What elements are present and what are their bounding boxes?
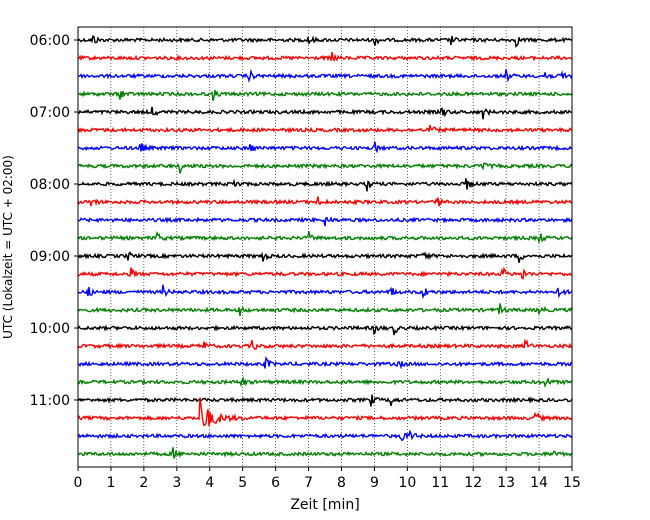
y-axis-label: UTC (Lokalzeit = UTC + 02:00) bbox=[1, 155, 15, 339]
x-tick-label-3: 3 bbox=[172, 475, 181, 491]
trace-1000 bbox=[77, 324, 573, 336]
x-tick-label-1: 1 bbox=[106, 475, 115, 491]
trace-0830 bbox=[77, 216, 573, 227]
trace-0745 bbox=[77, 162, 573, 174]
trace-0800 bbox=[77, 178, 573, 192]
trace-0845 bbox=[77, 230, 573, 245]
y-tick-label-3: 09:00 bbox=[30, 249, 70, 265]
y-axis-ticks: 06:00 07:00 08:00 09:00 10:00 11:00 bbox=[30, 33, 78, 409]
x-tick-label-8: 8 bbox=[337, 475, 346, 491]
trace-1015 bbox=[77, 338, 573, 351]
y-tick-label-2: 08:00 bbox=[30, 177, 70, 193]
trace-0615 bbox=[77, 51, 573, 62]
trace-1045 bbox=[77, 376, 573, 389]
trace-0930 bbox=[77, 284, 573, 300]
x-axis-ticks: 0 1 2 3 4 5 6 7 8 9 10 11 12 13 14 15 bbox=[74, 467, 581, 491]
trace-1030 bbox=[77, 356, 573, 370]
trace-0700 bbox=[77, 106, 573, 120]
trace-0915 bbox=[77, 266, 573, 280]
trace-0730 bbox=[77, 141, 573, 154]
x-tick-label-7: 7 bbox=[304, 475, 313, 491]
x-tick-label-0: 0 bbox=[74, 475, 83, 491]
trace-0945 bbox=[77, 303, 573, 317]
x-tick-label-6: 6 bbox=[271, 475, 280, 491]
trace-1145 bbox=[77, 447, 573, 459]
x-tick-label-14: 14 bbox=[530, 475, 548, 491]
x-tick-label-5: 5 bbox=[238, 475, 247, 491]
trace-1130 bbox=[77, 429, 573, 442]
trace-lines bbox=[77, 34, 573, 459]
x-tick-label-12: 12 bbox=[464, 475, 482, 491]
x-tick-label-10: 10 bbox=[398, 475, 416, 491]
x-tick-label-15: 15 bbox=[563, 475, 581, 491]
x-tick-label-9: 9 bbox=[370, 475, 379, 491]
x-axis-label: Zeit [min] bbox=[290, 497, 359, 513]
y-tick-label-4: 10:00 bbox=[30, 321, 70, 337]
trace-0645 bbox=[77, 90, 573, 101]
trace-0600 bbox=[77, 34, 573, 48]
y-tick-label-5: 11:00 bbox=[30, 393, 70, 409]
trace-1100 bbox=[77, 394, 573, 407]
x-tick-label-4: 4 bbox=[205, 475, 214, 491]
x-tick-label-11: 11 bbox=[431, 475, 449, 491]
trace-1115 bbox=[77, 397, 573, 427]
trace-0630 bbox=[77, 68, 573, 83]
y-tick-label-1: 07:00 bbox=[30, 105, 70, 121]
x-tick-label-13: 13 bbox=[497, 475, 515, 491]
plot-frame bbox=[77, 26, 573, 468]
trace-0900 bbox=[77, 251, 573, 263]
trace-0815 bbox=[77, 196, 573, 207]
y-tick-label-0: 06:00 bbox=[30, 33, 70, 49]
trace-0715 bbox=[77, 124, 573, 134]
x-tick-label-2: 2 bbox=[139, 475, 148, 491]
vertical-gridlines bbox=[110, 27, 540, 467]
